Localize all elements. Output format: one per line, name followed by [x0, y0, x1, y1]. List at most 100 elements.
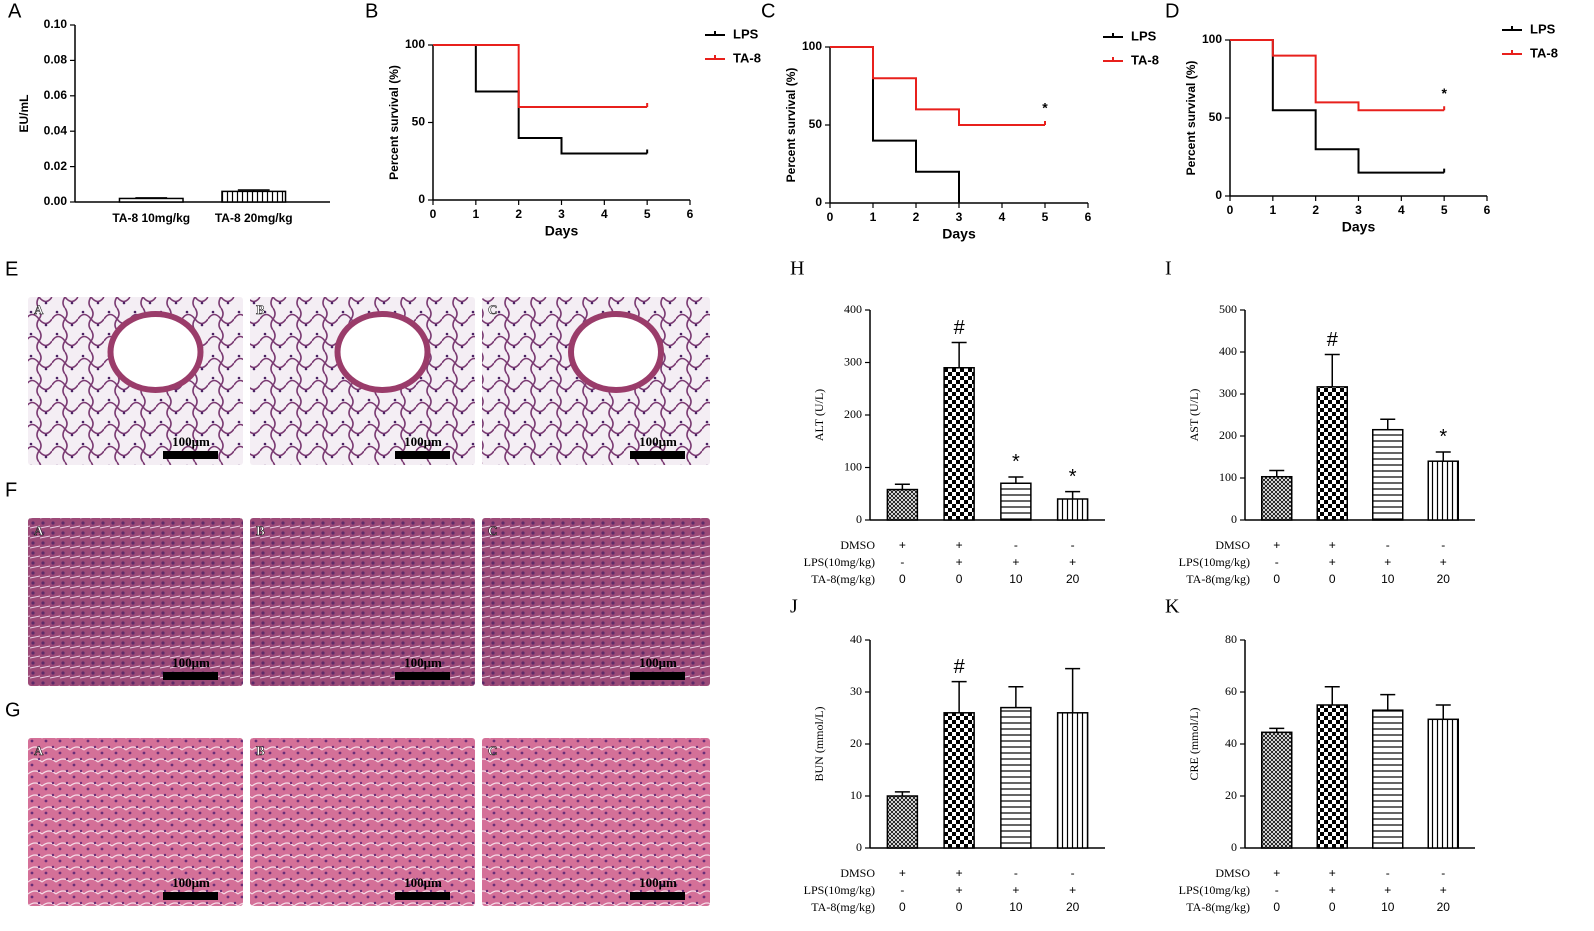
- error-bar: [894, 483, 910, 490]
- condition-label: LPS(10mg/kg): [804, 555, 875, 569]
- scale-label: 100μm: [639, 434, 677, 449]
- significance-marker: *: [1069, 466, 1077, 488]
- condition-value: +: [1273, 866, 1280, 880]
- bar: [1261, 731, 1293, 849]
- legend-swatch: [705, 55, 725, 60]
- condition-value: +: [1384, 883, 1391, 897]
- y-tick-label: 100: [1202, 32, 1222, 46]
- x-tick-label: 6: [687, 207, 694, 221]
- panel-label: D: [1165, 0, 1179, 22]
- condition-value: +: [956, 538, 963, 552]
- condition-label: DMSO: [1215, 866, 1250, 880]
- scale-bar: [630, 672, 685, 680]
- bar: [886, 488, 919, 521]
- image-label: B: [256, 743, 265, 758]
- image-label: C: [488, 523, 497, 538]
- micrograph: [250, 738, 475, 906]
- x-tick-label: TA-8 10mg/kg: [112, 211, 190, 225]
- y-tick-label: 50: [412, 115, 426, 129]
- x-tick-label: 6: [1484, 203, 1491, 217]
- panel-label: A: [8, 0, 22, 22]
- y-axis-label: AST (U/L): [1187, 389, 1201, 442]
- y-tick-label: 80: [1225, 632, 1237, 646]
- condition-value: 20: [1066, 900, 1080, 914]
- x-tick-label: 4: [1398, 203, 1405, 217]
- error-bar: [1435, 704, 1451, 720]
- error-bar: [894, 791, 910, 796]
- legend-swatch: [1502, 50, 1522, 55]
- x-tick-label: 5: [1042, 210, 1049, 224]
- condition-label: DMSO: [840, 538, 875, 552]
- y-tick-label: 400: [1219, 344, 1237, 358]
- error-bar: [1008, 686, 1024, 708]
- y-tick-label: 0: [856, 512, 862, 526]
- condition-value: -: [1275, 883, 1279, 897]
- x-tick-label: 0: [1227, 203, 1234, 217]
- y-axis-label: ALT (U/L): [812, 389, 826, 441]
- condition-value: +: [1069, 883, 1076, 897]
- chart-panel: C 0 50 100 Percent survival (%) 0 1 2 3 4 5 6 Days LP…: [761, 0, 1159, 241]
- legend-swatch: [1502, 26, 1522, 31]
- airway: [568, 311, 664, 393]
- condition-value: -: [1386, 538, 1390, 552]
- x-tick-label: 0: [430, 207, 437, 221]
- condition-value: +: [1440, 555, 1447, 569]
- image-label: A: [34, 523, 44, 538]
- error-bar: [1065, 667, 1081, 713]
- airway: [107, 311, 204, 393]
- error-bar: [1269, 727, 1285, 733]
- condition-value: 10: [1009, 572, 1023, 586]
- error-bar: [1380, 418, 1396, 430]
- x-tick-label: 3: [1355, 203, 1362, 217]
- bar: [1427, 460, 1459, 521]
- x-tick-label: 1: [1269, 203, 1276, 217]
- scale-label: 100μm: [404, 434, 442, 449]
- y-tick-label: 200: [844, 407, 862, 421]
- condition-value: 10: [1381, 572, 1395, 586]
- y-axis-label: Percent survival (%): [1184, 61, 1198, 176]
- condition-value: +: [1329, 538, 1336, 552]
- error-bar: [951, 680, 967, 713]
- y-axis-label: Percent survival (%): [387, 65, 401, 180]
- chart-panel: J 0 10 20 30 40 BUN (mmol/L) + - 0 # + +0 - +10 - +20 DMS…: [790, 596, 1105, 914]
- y-tick-label: 100: [844, 459, 862, 473]
- error-bar: [1380, 693, 1396, 711]
- scale-label: 100μm: [172, 655, 210, 670]
- scale-bar: [630, 892, 685, 900]
- error-bar: [237, 189, 270, 192]
- y-tick-label: 20: [850, 736, 862, 750]
- condition-value: +: [956, 866, 963, 880]
- panel-label: B: [365, 0, 378, 22]
- error-bar: [1324, 353, 1340, 387]
- condition-value: +: [1329, 883, 1336, 897]
- y-tick-label: 0.04: [44, 123, 68, 137]
- micrograph: [482, 518, 710, 686]
- scale-bar: [395, 451, 450, 459]
- condition-value: 0: [899, 572, 906, 586]
- x-axis-label: Days: [545, 223, 579, 239]
- x-tick-label: 3: [956, 210, 963, 224]
- y-tick-label: 40: [850, 632, 862, 646]
- condition-label: LPS(10mg/kg): [804, 883, 875, 897]
- panel-label: C: [761, 0, 775, 22]
- legend-label: TA-8: [1131, 52, 1159, 67]
- y-axis-label: CRE (mmol/L): [1187, 708, 1201, 781]
- condition-value: +: [1440, 883, 1447, 897]
- condition-label: LPS(10mg/kg): [1179, 883, 1250, 897]
- y-tick-label: 0.06: [44, 88, 68, 102]
- y-axis-label: EU/mL: [17, 94, 31, 132]
- error-bar: [1065, 490, 1081, 499]
- scale-label: 100μm: [404, 655, 442, 670]
- image-label: A: [34, 302, 44, 317]
- chart-panel: A 0.00 0.02 0.04 0.06 0.08 0.10 EU/mL TA-8 10mg/…: [8, 0, 330, 225]
- image-label: C: [488, 302, 497, 317]
- condition-value: 0: [1273, 572, 1280, 586]
- image-label: B: [256, 523, 265, 538]
- survival-line: [1230, 39, 1446, 112]
- bar: [1000, 706, 1032, 849]
- x-tick-label: 2: [515, 207, 522, 221]
- significance-marker: *: [1439, 426, 1447, 448]
- condition-value: 0: [956, 572, 963, 586]
- y-tick-label: 400: [844, 302, 862, 316]
